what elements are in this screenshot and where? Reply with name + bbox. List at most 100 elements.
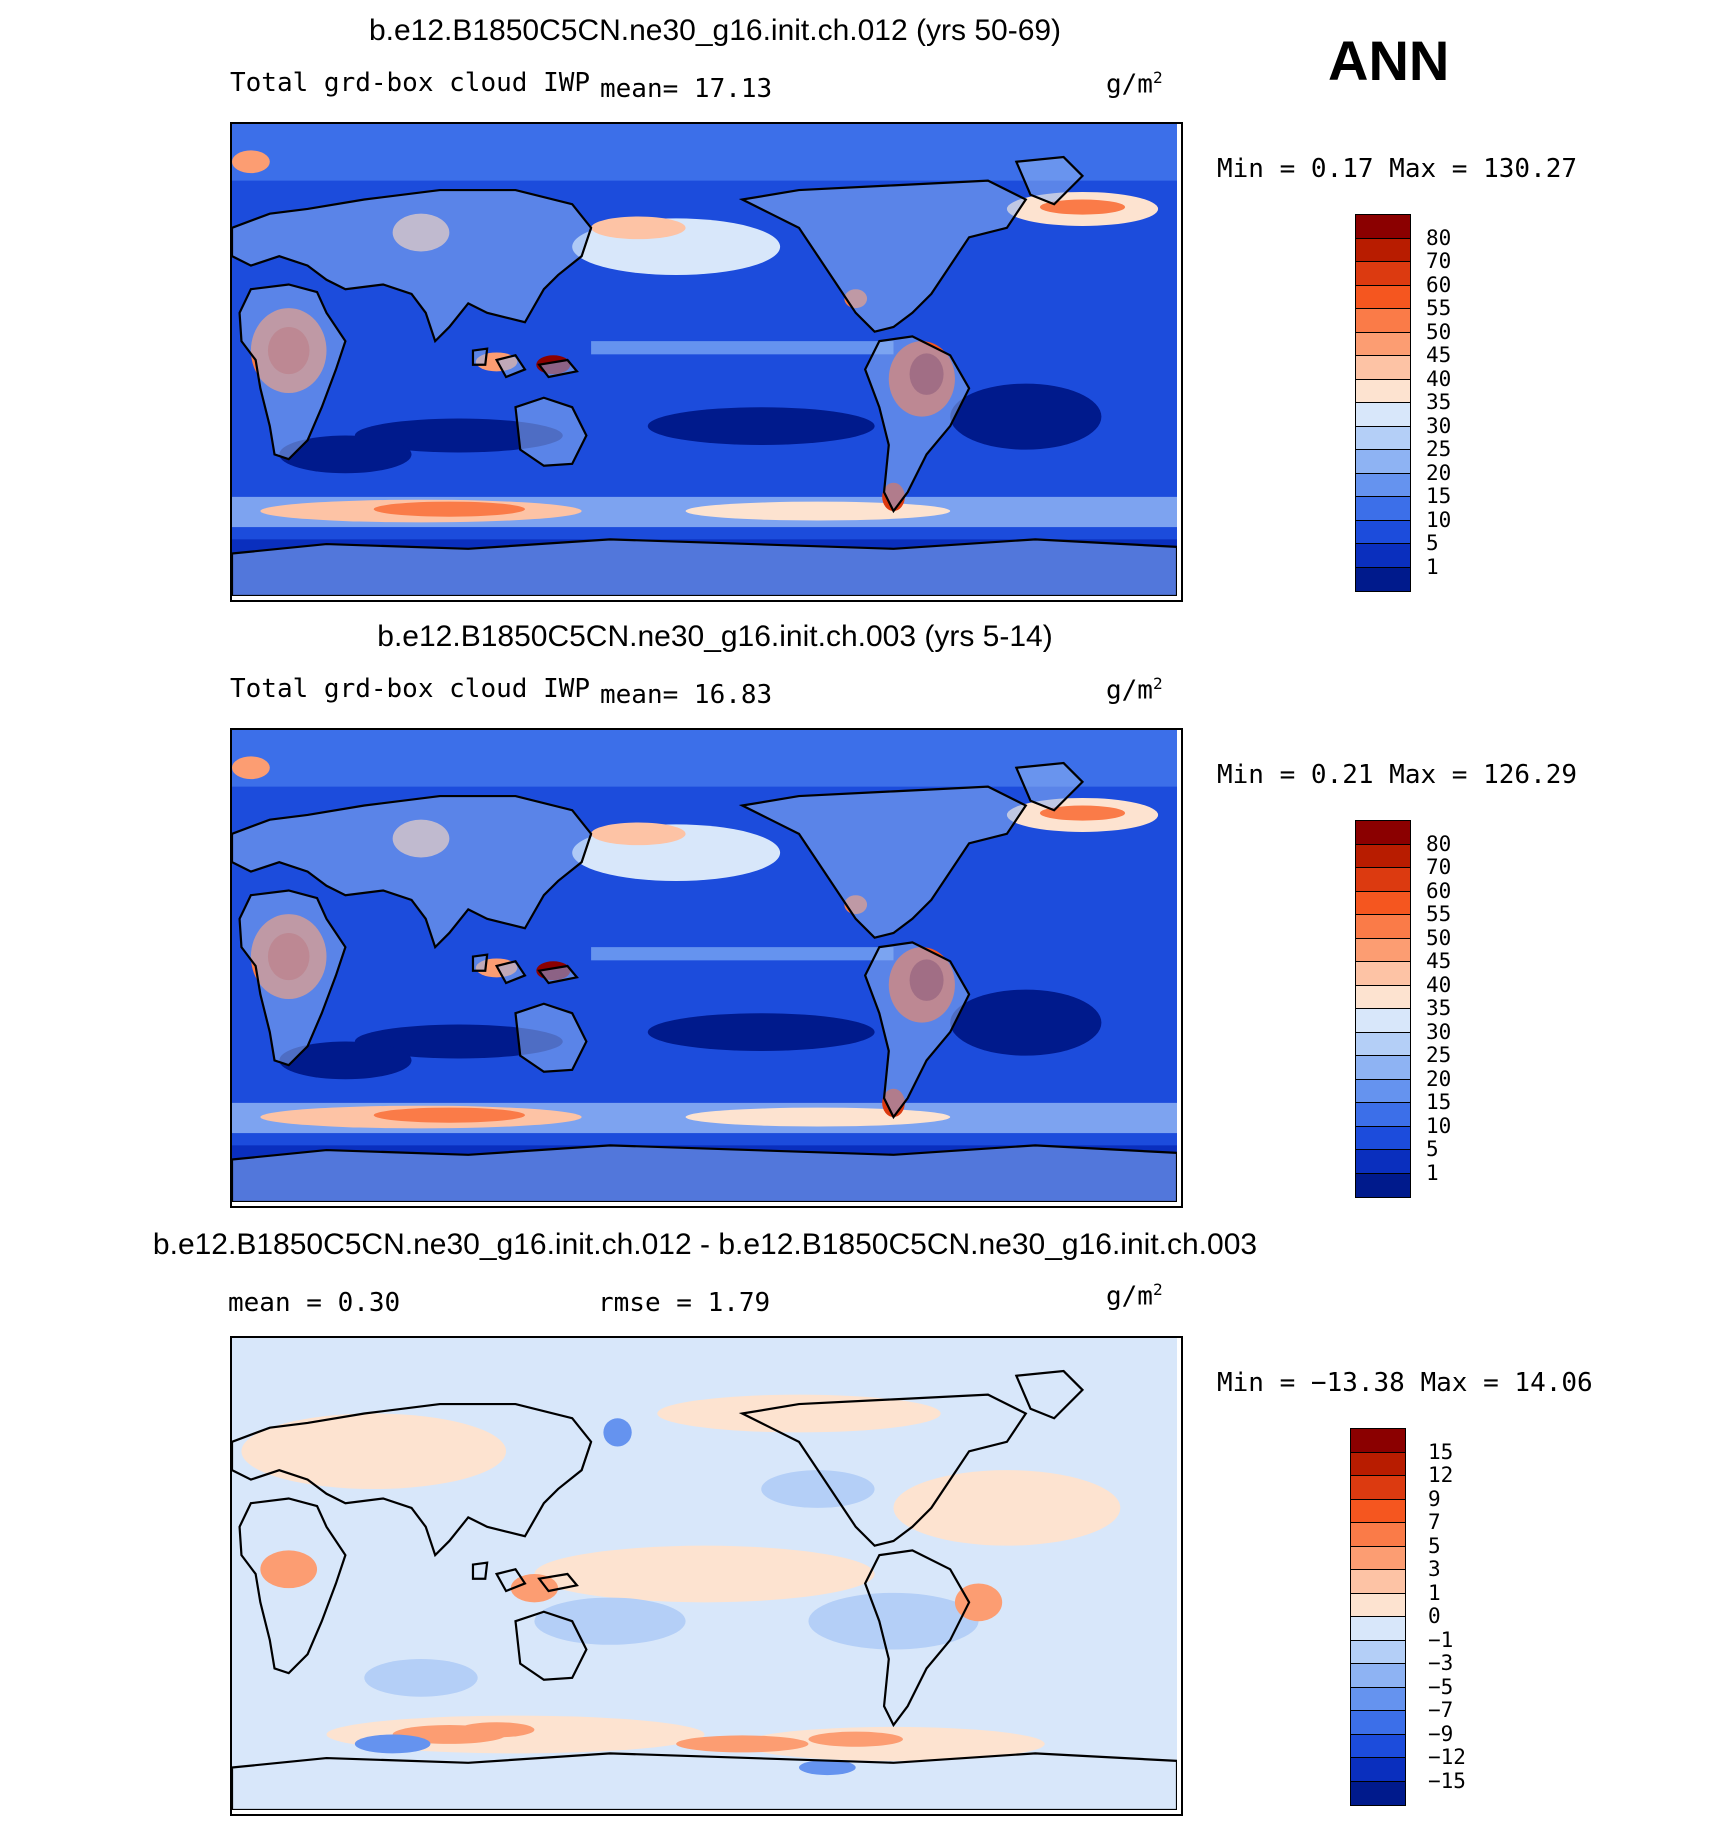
min-max-label: Min = −13.38 Max = 14.06 <box>1217 1368 1593 1398</box>
map-svg <box>232 124 1177 596</box>
colorbar-swatch <box>1356 962 1410 986</box>
coastline <box>1016 1371 1082 1418</box>
field-layer <box>232 1338 1177 1810</box>
colorbar-swatch <box>1351 1781 1405 1805</box>
map-difference <box>230 1336 1183 1816</box>
colorbar-swatch <box>1356 1150 1410 1174</box>
coastline-layer <box>232 157 1177 596</box>
colorbar-tick-label: 1 <box>1428 1580 1441 1605</box>
colorbar-swatch <box>1351 1452 1405 1476</box>
colorbar-tick-label: 3 <box>1428 1557 1441 1581</box>
convective-cell <box>232 756 270 780</box>
season-label: ANN <box>1328 29 1450 92</box>
strong-positive <box>510 1574 559 1603</box>
colorbar-swatch <box>1356 473 1410 497</box>
colorbar-swatch <box>1356 262 1410 286</box>
strong-positive <box>954 1583 1003 1622</box>
north-atlantic-peak <box>1039 805 1126 821</box>
coastline <box>240 1498 346 1673</box>
dry-zone <box>279 435 412 474</box>
colorbar-swatch <box>1356 379 1410 403</box>
dry-zone <box>354 418 563 453</box>
map-field <box>230 728 1183 1208</box>
colorbar-tick-label: 20 <box>1426 1066 1452 1091</box>
colorbar-tick-label: 40 <box>1426 972 1452 997</box>
coastline <box>1016 157 1082 204</box>
colorbar-tick-label: 45 <box>1426 949 1452 973</box>
units-label: g/m2 <box>1106 674 1163 706</box>
coastline <box>232 796 591 947</box>
colorbar-tick-label: −12 <box>1428 1745 1466 1769</box>
colorbar-swatch <box>1356 1009 1410 1033</box>
colorbar-tick-label: −3 <box>1428 1651 1454 1675</box>
colorbar-swatch <box>1351 1758 1405 1782</box>
colorbar-swatch <box>1356 868 1410 892</box>
colorbar-swatch <box>1356 332 1410 356</box>
positive-area <box>893 1470 1121 1546</box>
colorbar-tick-label: 40 <box>1426 366 1452 391</box>
colorbar-tick-label: 55 <box>1426 902 1452 926</box>
colorbar-tick-label: 70 <box>1426 855 1452 879</box>
positive-area <box>534 1545 875 1603</box>
positive-area <box>241 1413 507 1490</box>
colorbar-tick-label: 7 <box>1428 1510 1441 1534</box>
colorbar-tick-label: 30 <box>1426 1019 1452 1044</box>
storm-track-pacific <box>685 1107 951 1127</box>
variable-label: Total grd-box cloud IWP <box>230 674 591 704</box>
dry-zone <box>279 1041 412 1080</box>
north-atlantic-peak <box>1039 199 1126 215</box>
coastline <box>232 539 1177 596</box>
colorbar-tick-label: 35 <box>1426 390 1452 414</box>
colorbar-swatch <box>1356 1103 1410 1127</box>
colorbar-swatch <box>1351 1617 1405 1641</box>
itcz <box>591 947 894 961</box>
coastline <box>497 355 525 377</box>
negative-area <box>534 1597 686 1645</box>
colorbar-tick-label: 9 <box>1428 1486 1441 1511</box>
colorbar-tick-label: 25 <box>1426 437 1452 461</box>
colorbar-tick-label: 80 <box>1426 225 1452 250</box>
kuroshio-track <box>591 822 686 846</box>
coastline <box>240 890 346 1065</box>
colorbar-swatch <box>1351 1664 1405 1688</box>
colorbar-tick-label: −7 <box>1428 1698 1454 1722</box>
dry-zone <box>354 1024 563 1059</box>
units-label: g/m2 <box>1106 1280 1163 1312</box>
panel-title: b.e12.B1850C5CN.ne30_g16.init.ch.003 (yr… <box>377 620 1053 653</box>
colorbar-tick-label: 60 <box>1426 272 1452 297</box>
colorbar-tick-label: −15 <box>1428 1768 1466 1793</box>
colorbar-tick-label: 1 <box>1426 554 1439 579</box>
coastline-layer <box>232 763 1177 1202</box>
strong-negative <box>799 1759 856 1776</box>
colorbar-tick-label: 70 <box>1426 249 1452 273</box>
coastline <box>865 1550 969 1725</box>
colorbar-swatch <box>1356 915 1410 939</box>
coastline <box>232 1753 1177 1810</box>
strong-positive <box>260 1550 318 1589</box>
convective-cell <box>232 150 270 174</box>
colorbar-tick-label: 15 <box>1426 1090 1452 1114</box>
colorbar-swatch <box>1351 1429 1405 1453</box>
colorbar-swatch <box>1356 821 1410 845</box>
coastline <box>742 1395 1026 1546</box>
colorbar-swatch <box>1351 1711 1405 1735</box>
colorbar <box>1350 1428 1406 1806</box>
dry-zone <box>647 407 875 445</box>
colorbar-tick-label: 1 <box>1426 1160 1439 1185</box>
colorbar-tick-label: 0 <box>1428 1604 1441 1628</box>
strong-negative <box>354 1734 431 1754</box>
coastline <box>232 1404 591 1555</box>
colorbar-swatch <box>1356 450 1410 474</box>
colorbar-swatch <box>1351 1640 1405 1664</box>
colorbar-swatch <box>1351 1687 1405 1711</box>
storm-track-peak <box>373 501 525 517</box>
colorbar-swatch <box>1351 1593 1405 1617</box>
colorbar-tick-label: 5 <box>1428 1533 1441 1558</box>
colorbar-swatch <box>1356 215 1410 239</box>
colorbar-swatch <box>1356 544 1410 568</box>
colorbar-swatch <box>1356 520 1410 544</box>
dry-zone <box>950 989 1102 1056</box>
colorbar <box>1355 820 1411 1198</box>
rmse-label: rmse = 1.79 <box>598 1288 771 1318</box>
colorbar-tick-label: 60 <box>1426 878 1452 903</box>
